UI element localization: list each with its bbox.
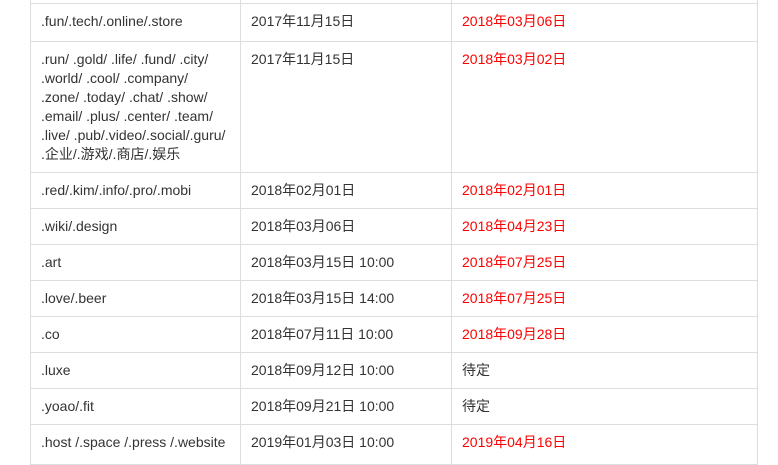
launch-date-cell: 2018年03月15日 14:00 [240, 280, 452, 317]
deadline-cell: 待定 [451, 352, 758, 389]
domain-launch-table-wrap: .fun/.tech/.online/.store 2017年11月15日 20… [30, 0, 758, 465]
launch-date-cell: 2018年09月12日 10:00 [240, 352, 452, 389]
deadline-cell: 待定 [451, 388, 758, 425]
launch-date-cell: 2019年01月03日 10:00 [240, 424, 452, 465]
deadline-cell: 2018年03月06日 [451, 3, 758, 42]
deadline-cell: 2018年02月01日 [451, 172, 758, 209]
launch-date-cell: 2018年07月11日 10:00 [240, 316, 452, 353]
deadline-cell: 2018年07月25日 [451, 280, 758, 317]
launch-date-cell: 2017年11月15日 [240, 3, 452, 42]
launch-date-cell: 2017年11月15日 [240, 41, 452, 173]
table-row: .art 2018年03月15日 10:00 2018年07月25日 [30, 244, 758, 281]
domains-cell: .wiki/.design [30, 208, 241, 245]
domains-cell: .art [30, 244, 241, 281]
table-row: .wiki/.design 2018年03月06日 2018年04月23日 [30, 208, 758, 245]
deadline-cell: 2018年07月25日 [451, 244, 758, 281]
domains-cell: .love/.beer [30, 280, 241, 317]
launch-date-cell: 2018年09月21日 10:00 [240, 388, 452, 425]
domains-cell: .red/.kim/.info/.pro/.mobi [30, 172, 241, 209]
domains-cell: .fun/.tech/.online/.store [30, 3, 241, 42]
deadline-cell: 2018年04月23日 [451, 208, 758, 245]
launch-date-cell: 2018年02月01日 [240, 172, 452, 209]
launch-date-cell: 2018年03月06日 [240, 208, 452, 245]
domains-cell: .co [30, 316, 241, 353]
domains-cell: .yoao/.fit [30, 388, 241, 425]
deadline-cell: 2018年09月28日 [451, 316, 758, 353]
domains-cell: .luxe [30, 352, 241, 389]
table-row: .run/ .gold/ .life/ .fund/ .city/ .world… [30, 41, 758, 173]
domains-cell: .host /.space /.press /.website [30, 424, 241, 465]
table-row: .red/.kim/.info/.pro/.mobi 2018年02月01日 2… [30, 172, 758, 209]
table-row: .fun/.tech/.online/.store 2017年11月15日 20… [30, 3, 758, 42]
table-row: .love/.beer 2018年03月15日 14:00 2018年07月25… [30, 280, 758, 317]
launch-date-cell: 2018年03月15日 10:00 [240, 244, 452, 281]
table-row: .co 2018年07月11日 10:00 2018年09月28日 [30, 316, 758, 353]
domains-cell: .run/ .gold/ .life/ .fund/ .city/ .world… [30, 41, 241, 173]
deadline-cell: 2018年03月02日 [451, 41, 758, 173]
table-row: .luxe 2018年09月12日 10:00 待定 [30, 352, 758, 389]
table-row: .host /.space /.press /.website 2019年01月… [30, 424, 758, 465]
table-row: .yoao/.fit 2018年09月21日 10:00 待定 [30, 388, 758, 425]
domain-launch-table: .fun/.tech/.online/.store 2017年11月15日 20… [30, 0, 758, 465]
